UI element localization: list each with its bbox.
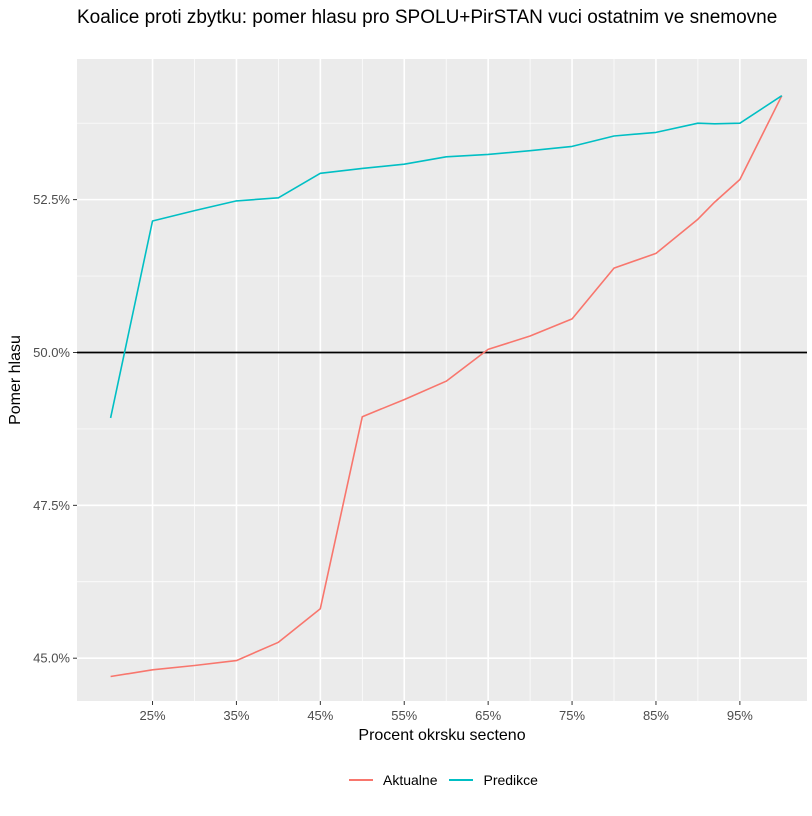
legend-label-predikce: Predikce: [483, 772, 538, 788]
x-axis-ticks: 25% 35% 45% 55% 65% 75% 85% 95%: [140, 701, 753, 723]
y-axis-ticks: 45.0% 47.5% 50.0% 52.5%: [33, 192, 77, 666]
minor-gridlines: [77, 59, 807, 701]
x-tick-label: 35%: [223, 708, 249, 723]
x-tick-label: 55%: [391, 708, 417, 723]
x-tick-label: 85%: [643, 708, 669, 723]
legend-label-aktualne: Aktualne: [383, 772, 438, 788]
y-axis-title: Pomer hlasu: [7, 335, 24, 425]
x-axis-title: Procent okrsku secteno: [358, 727, 525, 744]
legend-item-predikce: Predikce: [449, 772, 538, 788]
y-tick-label: 47.5%: [33, 498, 70, 513]
plot-panel: [77, 59, 807, 701]
x-tick-label: 95%: [727, 708, 753, 723]
series-line-aktualne: [110, 95, 783, 678]
legend-key-aktualne: [349, 779, 373, 781]
chart-title: Koalice proti zbytku: pomer hlasu pro SP…: [77, 7, 778, 28]
series-line-predikce: [109, 95, 783, 419]
x-tick-label: 75%: [559, 708, 585, 723]
y-tick-label: 50.0%: [33, 345, 70, 360]
series-lines: [109, 95, 783, 678]
y-tick-label: 52.5%: [33, 192, 70, 207]
y-tick-label: 45.0%: [33, 651, 70, 666]
x-tick-label: 65%: [475, 708, 501, 723]
legend: Aktualne Predikce: [349, 772, 550, 788]
x-tick-label: 25%: [140, 708, 166, 723]
x-tick-label: 45%: [307, 708, 333, 723]
legend-key-predikce: [449, 779, 474, 781]
legend-item-aktualne: Aktualne: [349, 772, 437, 788]
